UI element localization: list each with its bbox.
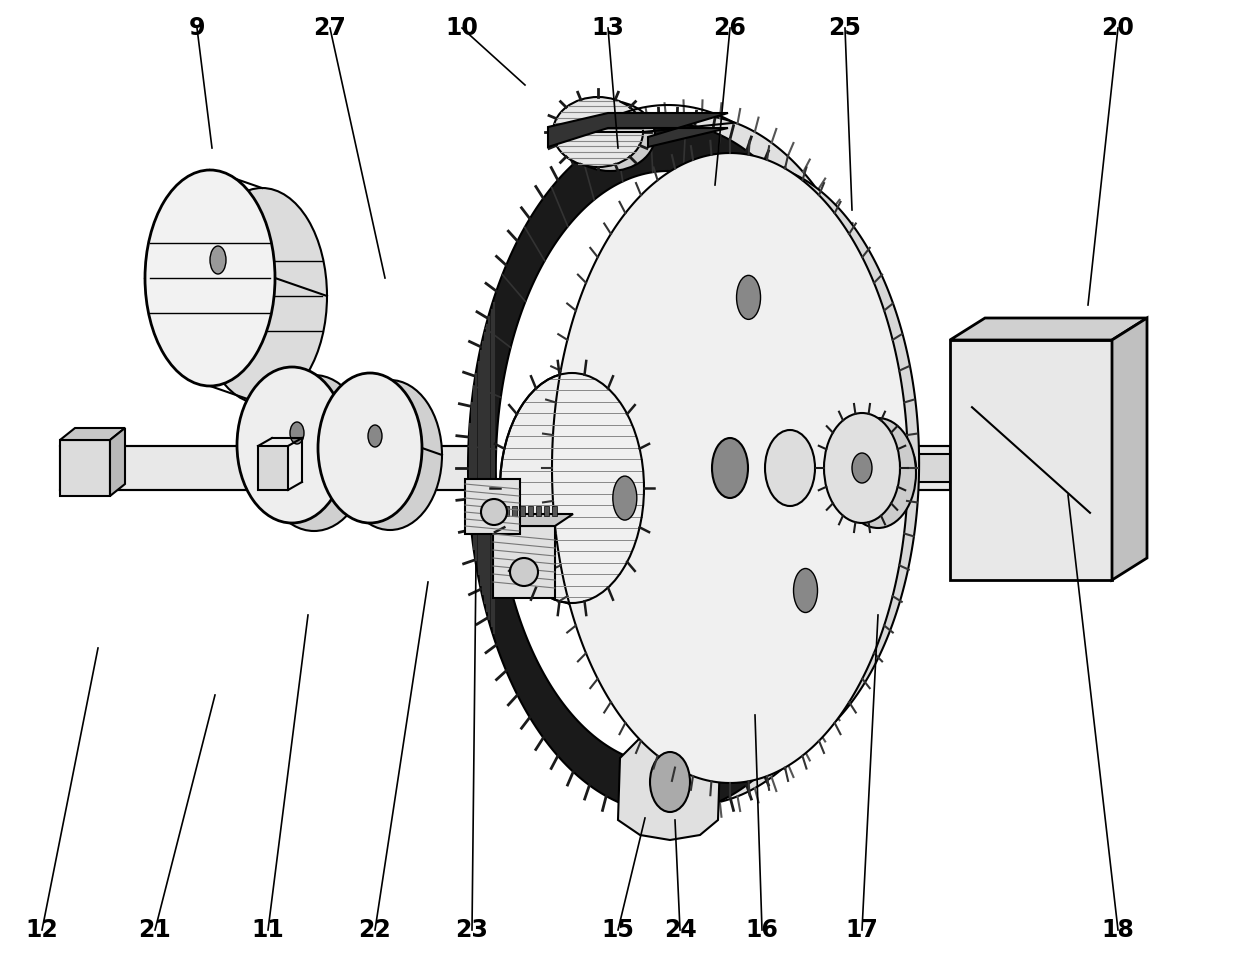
Ellipse shape	[794, 568, 817, 612]
Text: 11: 11	[252, 918, 284, 942]
Ellipse shape	[765, 430, 815, 506]
Bar	[536, 506, 541, 516]
Text: 17: 17	[846, 918, 878, 942]
Ellipse shape	[518, 379, 662, 609]
Ellipse shape	[839, 418, 916, 528]
Text: 12: 12	[26, 918, 58, 942]
Text: 9: 9	[188, 16, 206, 40]
Text: 24: 24	[663, 918, 697, 942]
Text: 21: 21	[139, 918, 171, 942]
Text: 15: 15	[601, 918, 635, 942]
Ellipse shape	[197, 188, 327, 404]
Bar	[544, 506, 549, 516]
Text: 18: 18	[1101, 918, 1135, 942]
Bar	[60, 440, 110, 496]
Text: 27: 27	[314, 16, 346, 40]
Ellipse shape	[553, 97, 644, 167]
Bar	[898, 454, 950, 482]
Ellipse shape	[650, 752, 689, 812]
Ellipse shape	[210, 246, 226, 274]
Ellipse shape	[565, 101, 655, 171]
Polygon shape	[494, 514, 573, 526]
Ellipse shape	[237, 367, 347, 523]
Polygon shape	[496, 171, 841, 765]
Bar	[528, 506, 533, 516]
Ellipse shape	[880, 442, 916, 494]
Bar	[60, 446, 950, 490]
Ellipse shape	[481, 499, 507, 525]
Ellipse shape	[259, 375, 370, 531]
Polygon shape	[552, 153, 908, 783]
Ellipse shape	[145, 170, 275, 386]
Bar	[552, 506, 557, 516]
Bar	[512, 506, 517, 516]
Text: 26: 26	[713, 16, 746, 40]
Ellipse shape	[825, 413, 900, 523]
Text: 22: 22	[358, 918, 392, 942]
Text: 16: 16	[745, 918, 779, 942]
Polygon shape	[110, 428, 125, 496]
Polygon shape	[521, 163, 866, 757]
Text: 10: 10	[445, 16, 479, 40]
Polygon shape	[1112, 318, 1147, 580]
Ellipse shape	[290, 422, 304, 444]
Polygon shape	[580, 164, 919, 762]
Ellipse shape	[712, 438, 748, 498]
Bar	[503, 506, 508, 516]
Polygon shape	[60, 428, 125, 440]
Bar	[465, 479, 520, 534]
Ellipse shape	[339, 380, 441, 530]
Ellipse shape	[317, 373, 422, 523]
Ellipse shape	[852, 453, 872, 483]
Ellipse shape	[613, 476, 637, 520]
Ellipse shape	[500, 373, 644, 603]
Polygon shape	[548, 113, 728, 147]
Bar	[258, 446, 288, 490]
Ellipse shape	[368, 425, 382, 447]
Polygon shape	[494, 115, 893, 805]
Text: 13: 13	[591, 16, 625, 40]
Bar	[496, 506, 501, 516]
Bar	[494, 526, 556, 598]
Polygon shape	[467, 123, 868, 813]
Polygon shape	[618, 730, 720, 840]
Ellipse shape	[737, 276, 760, 320]
Polygon shape	[950, 318, 1147, 340]
Ellipse shape	[510, 558, 538, 586]
Bar	[950, 340, 1112, 580]
Text: 20: 20	[1101, 16, 1135, 40]
Text: 25: 25	[828, 16, 862, 40]
Bar	[520, 506, 525, 516]
Text: 23: 23	[455, 918, 489, 942]
